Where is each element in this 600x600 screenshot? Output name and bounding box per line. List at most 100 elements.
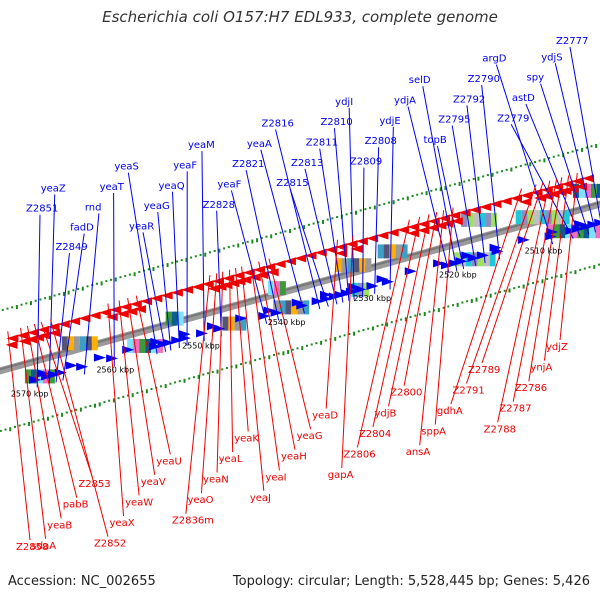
reverse-gene-arrow (109, 305, 122, 314)
upper-tick (58, 293, 61, 296)
upper-tick (34, 299, 37, 302)
upper-tick (279, 231, 282, 234)
lower-tick (593, 264, 596, 269)
forward-gene-arrow (376, 275, 389, 284)
gene-leader (235, 268, 249, 432)
upper-tick (359, 209, 362, 212)
feature-block (145, 338, 152, 353)
feature-block (363, 282, 370, 297)
lower-tick (437, 308, 440, 313)
gene-leader (250, 263, 280, 471)
forward-gene-label: Z2821 (232, 159, 264, 170)
reverse-gene-arrow (256, 271, 269, 280)
upper-tick (270, 234, 273, 239)
forward-gene-label: rnd (85, 202, 102, 213)
feature-block (24, 369, 31, 384)
reverse-gene-arrow (207, 284, 220, 293)
lower-tick (89, 404, 92, 407)
forward-gene-arrow (150, 337, 163, 346)
reverse-gene-arrow (232, 271, 245, 280)
upper-tick (453, 183, 456, 186)
upper-tick (218, 248, 221, 253)
reverse-gene-label: gapA (328, 470, 354, 481)
feature-block (578, 183, 585, 198)
feature-block (489, 252, 496, 267)
feature-block (291, 300, 298, 315)
feature-block (273, 281, 280, 296)
gene-leader (356, 219, 410, 448)
reverse-gene-arrow (25, 335, 38, 344)
scale-label: 2530 kbp (353, 294, 391, 303)
feature-block (139, 338, 146, 353)
upper-tick (204, 252, 207, 257)
lower-tick (0, 429, 2, 432)
gene-leader (554, 63, 597, 233)
upper-tick (166, 263, 169, 268)
gene-leader (107, 303, 125, 517)
lower-tick (381, 323, 384, 326)
reverse-gene-arrow (335, 249, 348, 258)
reverse-gene-arrow (345, 240, 358, 249)
lower-tick (277, 352, 280, 355)
upper-tick (72, 289, 75, 292)
lower-tick (390, 321, 393, 324)
lower-tick (522, 284, 525, 289)
lower-tick (169, 382, 172, 385)
scale-label: 2570 kbp (11, 389, 49, 398)
lower-tick (324, 339, 327, 342)
upper-tick (595, 143, 598, 148)
gene-leader (325, 239, 338, 409)
reverse-gene-label: gdhA (437, 406, 463, 417)
forward-gene-label: Z2816 (262, 118, 294, 129)
reverse-gene-arrow (468, 205, 481, 214)
upper-tick (81, 286, 84, 291)
reverse-gene-arrow (386, 228, 399, 237)
upper-tick (284, 230, 287, 233)
lower-tick (287, 349, 290, 354)
reverse-gene-arrow (325, 245, 338, 254)
gene-leader (33, 323, 78, 498)
gene-leader (481, 182, 544, 364)
upper-tick (444, 185, 447, 190)
upper-tick (29, 301, 32, 306)
lower-tick (343, 334, 346, 337)
lower-tick (268, 355, 271, 360)
gene-leader (36, 214, 41, 388)
lower-tick (174, 381, 177, 384)
gene-leader (157, 212, 172, 351)
feature-block (222, 316, 229, 331)
reverse-gene-arrow (150, 294, 163, 303)
reverse-gene-arrow (350, 244, 363, 253)
upper-tick (472, 178, 475, 181)
reverse-gene-label: ydjZ (546, 342, 568, 353)
forward-gene-arrow (76, 362, 89, 371)
feature-block (515, 210, 522, 225)
reverse-gene-label: yeaU (156, 456, 182, 467)
forward-gene-label: yeaA (247, 139, 272, 150)
feature-block (240, 316, 247, 331)
feature-block (335, 258, 342, 273)
lower-tick (23, 423, 26, 426)
reverse-gene-label: pabB (63, 500, 89, 511)
lower-tick (37, 419, 40, 422)
lower-tick (202, 373, 205, 376)
upper-tick (241, 242, 244, 245)
upper-tick (519, 164, 522, 167)
forward-gene-label: Z2849 (55, 242, 87, 253)
forward-gene-arrow (122, 345, 135, 354)
reverse-gene-label: ydjB (375, 408, 397, 419)
reverse-gene-label: Z2806 (343, 449, 375, 460)
lower-tick (244, 361, 247, 364)
reverse-gene-arrow (581, 174, 594, 183)
reverse-gene-arrow (5, 340, 18, 349)
reverse-gene-arrow (376, 231, 389, 240)
feature-block (401, 244, 408, 259)
feature-block (165, 311, 172, 326)
gene-leader (216, 210, 222, 337)
feature-block (459, 252, 466, 267)
upper-tick (345, 213, 348, 216)
lower-tick (131, 393, 134, 398)
lower-tick (126, 394, 129, 397)
feature-block (127, 338, 134, 353)
gene-leader (403, 212, 438, 386)
